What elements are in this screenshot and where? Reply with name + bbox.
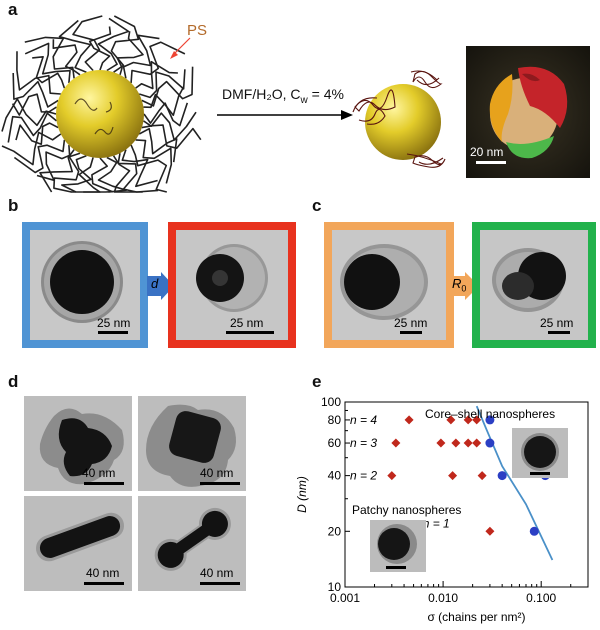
- scale-bar-label: 25 nm: [97, 316, 130, 330]
- polymer-chain: [62, 156, 91, 192]
- annotation-core-shell: Core–shell nanospheres: [425, 407, 555, 421]
- data-point-patchy: [387, 471, 396, 480]
- data-point-patchy: [405, 415, 414, 424]
- arrow-label-d: d: [151, 276, 158, 291]
- cryo-tomogram-3d: 20 nm: [466, 46, 590, 178]
- patchy-particle-schematic: [345, 62, 460, 172]
- scale-bar-label: 25 nm: [230, 316, 263, 330]
- panel-label-c: c: [312, 196, 321, 216]
- tem-snowman: 25 nm: [332, 230, 446, 340]
- y-tick-label: 80: [328, 413, 342, 427]
- data-point-patchy: [472, 439, 481, 448]
- tem-trimer: 40 nm: [24, 396, 132, 491]
- y-tick-label: 10: [328, 580, 342, 594]
- y-tick-label: 100: [321, 395, 341, 409]
- y-tick-label: 20: [328, 524, 342, 538]
- polymer-chain: [90, 27, 111, 71]
- annotation-n: n = 1: [423, 517, 450, 531]
- inset-core-shell: [512, 428, 568, 478]
- scale-bar-label: 40 nm: [86, 566, 119, 580]
- data-point-patchy: [448, 471, 457, 480]
- scale-bar-label: 20 nm: [470, 145, 503, 159]
- tem-core-shell: 25 nm: [30, 230, 140, 340]
- annotation-n: n = 3: [350, 436, 377, 450]
- scale-bar-label: 40 nm: [200, 566, 233, 580]
- reaction-arrow: [215, 108, 355, 122]
- scale-bar-label: 25 nm: [540, 316, 573, 330]
- annotation-patchy: Patchy nanospheres: [352, 503, 461, 517]
- assembly-condition: DMF/H₂O, Cw = 4%: [222, 86, 344, 106]
- x-tick-label: 0.010: [428, 591, 458, 605]
- tem-janus: 25 nm: [176, 230, 288, 340]
- tem-rod: 40 nm: [24, 496, 132, 591]
- y-tick-label: 40: [328, 469, 342, 483]
- panel-label-e: e: [312, 372, 321, 392]
- data-point-core-shell: [530, 527, 539, 536]
- data-point-patchy: [485, 527, 494, 536]
- y-tick-label: 60: [328, 436, 342, 450]
- tem-tetramer: 40 nm: [138, 396, 246, 491]
- data-point-patchy: [464, 439, 473, 448]
- ps-pointer-arrow: [168, 36, 194, 62]
- panel-label-b: b: [8, 196, 18, 216]
- annotation-n: n = 4: [350, 413, 377, 427]
- polymer-chain: [2, 99, 56, 132]
- data-point-patchy: [451, 439, 460, 448]
- polymer-chain: [122, 150, 157, 187]
- data-point-patchy: [478, 471, 487, 480]
- annotation-n: n = 2: [350, 469, 377, 483]
- tem-dumbbell-rod: 40 nm: [138, 496, 246, 591]
- data-point-patchy: [391, 439, 400, 448]
- polymer-chain: [144, 87, 184, 116]
- polymer-chain: [2, 132, 61, 164]
- panel-label-d: d: [8, 372, 18, 392]
- scale-bar-label: 40 nm: [200, 466, 233, 480]
- inset-patchy: [370, 520, 426, 572]
- data-point-patchy: [436, 439, 445, 448]
- x-axis-label: σ (chains per nm²): [427, 610, 525, 624]
- scale-bar-label: 40 nm: [82, 466, 115, 480]
- arrow-label-r0: R0: [452, 276, 466, 294]
- scale-bar-label: 25 nm: [394, 316, 427, 330]
- data-point-core-shell: [485, 439, 494, 448]
- phase-diagram-chart: 0.001 0.010 0.100 10 20 40 60 80 100 σ (chains pe…: [290, 390, 596, 630]
- polymer-chain: [25, 43, 70, 83]
- tem-dumbbell: 25 nm: [480, 230, 588, 340]
- data-point-core-shell: [498, 471, 507, 480]
- y-axis-label: D (nm): [295, 476, 309, 513]
- polymer-chain: [83, 158, 112, 192]
- x-tick-label: 0.100: [526, 591, 556, 605]
